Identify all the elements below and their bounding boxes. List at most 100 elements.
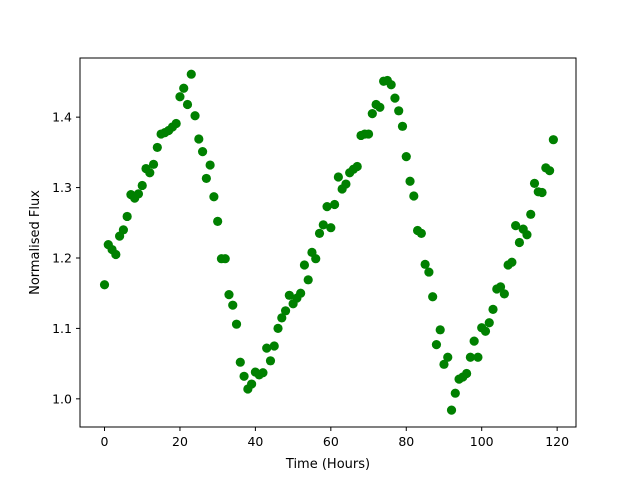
plot-frame [79,57,577,428]
data-point [526,209,536,219]
data-point [469,336,479,346]
data-point [428,292,438,302]
x-tick-label: 60 [323,434,339,449]
data-point [318,220,328,230]
data-point [122,211,132,222]
data-point [137,180,147,191]
data-point [507,257,517,267]
data-point [277,313,287,323]
data-point [330,199,340,210]
x-axis-ticks: 0 20 40 60 80 100 120 [101,427,569,449]
y-tick-label: 1.0 [52,391,72,406]
data-point [409,191,419,201]
data-point [118,225,128,235]
data-point [416,228,426,238]
data-point [352,161,362,172]
data-point [201,173,211,184]
data-point [511,221,521,231]
data-point [484,318,494,328]
data-point [273,323,283,334]
data-point [133,189,144,199]
data-point [333,172,343,182]
data-point [420,259,430,269]
y-axis-ticks: 1.0 1.1 1.2 1.3 1.4 [52,110,80,406]
data-point [495,282,506,292]
x-tick-label: 120 [545,434,569,449]
data-point [235,357,245,367]
data-point [220,254,230,264]
data-point [228,300,238,310]
data-point [326,223,336,233]
data-point [435,325,445,335]
x-axis-label: Time (Hours) [285,457,370,472]
data-point [145,168,155,178]
data-point [363,129,374,139]
data-point [488,304,498,314]
data-point [522,230,532,240]
x-tick-label: 100 [470,434,494,449]
data-point [514,237,525,248]
y-tick-label: 1.4 [52,110,72,125]
data-point [186,69,196,79]
data-point [480,326,491,336]
data-point [322,201,332,212]
data-point [296,288,306,298]
data-point [111,249,121,260]
data-point [258,368,268,378]
data-point [545,166,555,176]
data-point [265,356,276,366]
data-point [182,99,193,110]
data-point [99,280,110,290]
data-point [213,216,223,226]
data-point [284,290,294,300]
data-point [303,275,313,285]
y-tick-label: 1.1 [52,321,72,336]
data-point [314,228,325,238]
data-point [231,319,242,329]
data-point [548,135,558,145]
data-point [190,111,200,121]
data-point [175,92,185,102]
data-point [431,340,442,350]
data-point [239,371,249,381]
data-point [439,359,449,369]
data-point [224,290,234,300]
x-tick-label: 20 [172,434,188,449]
x-tick-label: 80 [398,434,414,449]
data-point [280,306,291,316]
data-points [99,69,558,415]
data-point [443,352,453,362]
data-point [537,187,547,198]
data-point [194,134,204,144]
data-point [299,260,310,270]
data-point [375,102,385,112]
data-point [405,176,415,186]
y-tick-label: 1.3 [52,180,72,195]
data-point [465,352,475,362]
data-point [529,178,540,188]
data-point [397,121,408,131]
data-point [394,106,404,116]
data-point [152,142,162,153]
data-point [171,118,181,129]
data-point [446,405,457,415]
data-point [386,80,396,90]
data-point [424,267,434,277]
data-point [473,352,483,362]
data-point [311,254,321,264]
data-point [262,343,272,353]
data-point [148,159,159,169]
data-point [247,379,257,389]
y-tick-label: 1.2 [52,250,72,265]
data-point [390,93,400,103]
x-tick-label: 40 [247,434,263,449]
data-point [462,368,472,379]
x-tick-label: 0 [101,434,109,449]
data-point [401,151,411,162]
data-point [450,388,460,398]
data-point [367,109,377,119]
data-point [499,289,509,299]
y-axis-label: Normalised Flux [28,190,43,295]
data-point [269,341,279,351]
